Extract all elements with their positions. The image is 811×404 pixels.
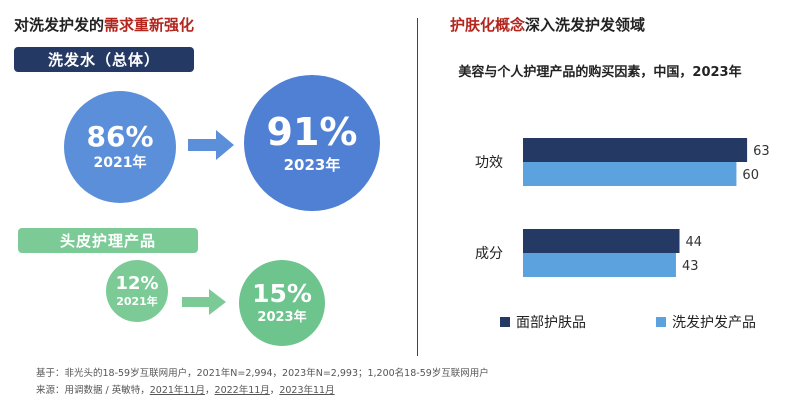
category-label: 功效	[475, 155, 503, 171]
bar	[523, 138, 748, 162]
data-label: 43	[682, 259, 699, 274]
purchase-factors-chart: 美容与个人护理产品的购买因素，中国，2023年 功效 63 60 成分 44 43 面部护…	[458, 64, 770, 331]
scalp-2023-value: 15%	[252, 279, 312, 308]
shampoo-arrow-icon	[188, 130, 234, 160]
right-heading: 护肤化概念深入洗发护发领域	[450, 14, 645, 35]
footnote-base: 基于：非光头的18-59岁互联网用户，2021年N=2,994，2023年N=2…	[36, 368, 489, 379]
legend-swatch	[500, 317, 510, 327]
scalp-2021-year: 2021年	[116, 295, 158, 308]
legend-swatch	[656, 317, 666, 327]
bar	[523, 162, 737, 186]
scalp-2023-year: 2023年	[257, 310, 307, 325]
left-heading: 对洗发护发的需求重新强化	[14, 14, 194, 35]
legend-label: 洗发护发产品	[672, 315, 756, 331]
shampoo-2021-value: 86%	[86, 120, 154, 153]
footnote-date-2: 2022年11月	[214, 385, 270, 396]
panel-divider	[417, 18, 418, 356]
footnote-source-prefix: 来源：用调数据 / 英敏特，	[36, 385, 150, 396]
footnote-date-1: 2021年11月	[149, 385, 206, 396]
data-label: 60	[742, 168, 759, 183]
left-heading-prefix: 对洗发护发的	[14, 16, 105, 34]
right-heading-rest: 深入洗发护发领域	[525, 16, 646, 34]
shampoo-2021-circle: 86% 2021年	[64, 91, 176, 203]
footnote-source: 来源：用调数据 / 英敏特，2021年11月，2022年11月，2023年11月	[36, 385, 335, 396]
scalp-2021-value: 12%	[115, 273, 159, 294]
scalp-2023-circle: 15% 2023年	[239, 260, 325, 346]
shampoo-2023-value: 91%	[266, 110, 358, 154]
scalp-arrow-icon	[182, 289, 226, 315]
legend-label: 面部护肤品	[516, 315, 586, 331]
category-label: 成分	[475, 246, 503, 262]
data-label: 44	[686, 235, 703, 250]
bar	[523, 253, 676, 277]
shampoo-2023-circle: 91% 2023年	[244, 75, 380, 211]
shampoo-2021-year: 2021年	[93, 155, 147, 171]
scalp-2021-circle: 12% 2021年	[106, 260, 168, 322]
shampoo-2023-year: 2023年	[283, 156, 341, 174]
bar	[523, 229, 680, 253]
data-label: 63	[753, 144, 770, 159]
footnote-date-3: 2023年11月	[279, 385, 335, 396]
chart-title: 美容与个人护理产品的购买因素，中国，2023年	[458, 64, 741, 80]
right-heading-emphasis: 护肤化概念	[450, 16, 526, 34]
left-heading-emphasis: 需求重新强化	[104, 16, 195, 34]
scalp-care-label: 头皮护理产品	[18, 228, 198, 253]
shampoo-overall-label: 洗发水（总体）	[14, 47, 194, 72]
